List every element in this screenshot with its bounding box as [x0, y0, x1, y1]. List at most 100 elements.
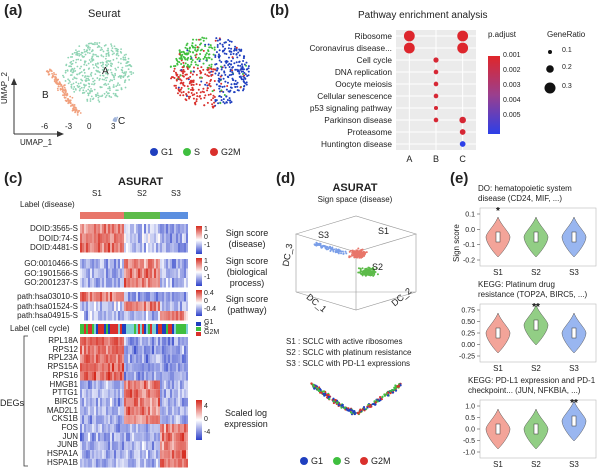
dotplot-col-label: A	[406, 154, 412, 164]
umap-point-b	[57, 85, 60, 88]
umap-point-a	[109, 89, 111, 92]
umap-cc-point	[206, 101, 209, 104]
heat-deg-cell	[172, 363, 174, 372]
heat-disease-cell	[102, 224, 104, 234]
umap-point-a	[72, 78, 74, 81]
heat-path-cell	[146, 301, 148, 311]
heat-deg-cell	[108, 345, 110, 355]
heat-go-cell	[164, 268, 166, 278]
heat-go-cell	[174, 259, 176, 269]
cbar-path-tick-2: 0	[204, 298, 208, 305]
heat-deg-cell	[166, 406, 168, 416]
umap-point-a	[117, 54, 120, 57]
heat-deg-cell	[160, 450, 162, 459]
d-point-s2	[376, 273, 379, 276]
violin-group-label: S3	[569, 364, 579, 373]
heat-deg-cell	[102, 380, 104, 390]
heat-deg-cell	[80, 441, 82, 451]
heat-deg-cell	[146, 432, 148, 442]
heat-deg-cell	[182, 397, 184, 407]
heat-deg-cell	[152, 354, 154, 364]
heat-deg-cell	[170, 424, 172, 433]
heat-deg-cell	[126, 458, 128, 468]
umap-cc-point	[222, 98, 225, 101]
heat-deg-cell	[170, 363, 172, 372]
heat-path-cell	[122, 311, 124, 321]
deg-row-label: RPL23A	[48, 353, 78, 363]
umap-cc-point	[190, 63, 193, 66]
heat-disease-cell	[154, 233, 156, 243]
umap-cc-point	[174, 71, 177, 74]
heat-deg-cell	[186, 458, 188, 468]
heat-deg-cell	[172, 458, 174, 468]
heat-path-cell	[170, 301, 172, 311]
umap-cc-point	[224, 73, 227, 76]
umap-cc-point	[199, 38, 202, 41]
heat-deg-cell	[104, 345, 106, 355]
d-bottom-point	[379, 396, 382, 399]
panel-c-heatmap	[23, 212, 202, 468]
umap-cc-point	[190, 44, 193, 47]
heat-deg-cell	[140, 415, 142, 424]
umap-point-a	[74, 77, 76, 80]
heat-path-cell	[168, 311, 170, 321]
umap-clusters	[45, 41, 135, 122]
heat-path-cell	[130, 301, 132, 311]
umap-point-a	[94, 93, 97, 96]
row-hsa04915: path:hsa04915-S	[17, 311, 78, 320]
umap-point-a	[101, 78, 104, 81]
umap-point-a	[77, 86, 80, 88]
umap-cc-point	[207, 68, 210, 71]
heat-deg-cell	[132, 337, 134, 346]
heat-go-cell	[142, 278, 144, 288]
heat-disease-cell	[160, 243, 162, 253]
umap-point-b	[56, 87, 59, 90]
umap-point-a	[71, 53, 74, 55]
umap-point-a	[91, 83, 93, 86]
umap-point-a	[105, 91, 108, 93]
heat-deg-cell	[84, 337, 86, 346]
umap-cc-point	[226, 85, 229, 88]
violin-ytick-label: -0.2	[463, 258, 475, 265]
heat-deg-cell	[150, 397, 152, 407]
heat-deg-cell	[132, 354, 134, 364]
umap-cc-point	[222, 77, 225, 80]
umap-point-a	[89, 98, 92, 100]
heat-deg-cell	[146, 371, 148, 381]
heat-deg-cell	[172, 415, 174, 424]
heat-deg-cell	[138, 389, 140, 398]
heat-deg-cell	[134, 406, 136, 416]
heat-deg-cell	[108, 458, 110, 468]
heat-go-cell	[152, 259, 154, 269]
umap-cc-point	[241, 68, 244, 71]
cellcycle-cell	[186, 324, 188, 334]
heat-deg-cell	[122, 337, 124, 346]
umap-cc-point	[172, 65, 175, 68]
box-wireframe	[294, 215, 418, 311]
heat-path-cell	[116, 311, 118, 321]
cellcycle-cell	[154, 324, 156, 334]
umap-point-a	[83, 71, 86, 74]
dotplot-row-label: Cell cycle	[356, 55, 392, 65]
heat-go-cell	[98, 278, 100, 288]
heat-disease-cell	[178, 233, 180, 243]
heat-disease-cell	[108, 224, 110, 234]
heat-go-cell	[134, 259, 136, 269]
heat-deg-cell	[86, 337, 88, 346]
umap-cc-point	[243, 81, 246, 84]
heat-disease-cell	[90, 243, 92, 253]
d-bottom-point	[335, 401, 338, 404]
heat-path-cell	[84, 301, 86, 311]
heat-disease-cell	[134, 224, 136, 234]
d-point-s2	[375, 267, 378, 270]
deg-row-label: JUNB	[57, 440, 78, 450]
heat-deg-cell	[110, 406, 112, 416]
heat-deg-cell	[142, 363, 144, 372]
umap-cc-point	[219, 42, 222, 45]
umap-cc-point	[205, 58, 208, 61]
heat-disease-cell	[86, 224, 88, 234]
heat-deg-cell	[134, 424, 136, 433]
heat-deg-cell	[180, 406, 182, 416]
heat-deg-cell	[114, 406, 116, 416]
heat-path-cell	[124, 301, 126, 311]
